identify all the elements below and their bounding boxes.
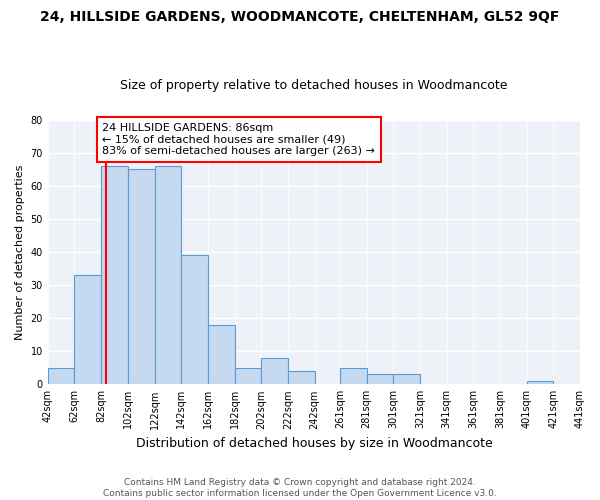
Bar xyxy=(261,358,288,384)
Bar xyxy=(48,368,74,384)
Bar xyxy=(74,275,101,384)
Bar xyxy=(340,368,367,384)
Text: 24, HILLSIDE GARDENS, WOODMANCOTE, CHELTENHAM, GL52 9QF: 24, HILLSIDE GARDENS, WOODMANCOTE, CHELT… xyxy=(40,10,560,24)
Bar xyxy=(527,381,553,384)
X-axis label: Distribution of detached houses by size in Woodmancote: Distribution of detached houses by size … xyxy=(136,437,492,450)
Bar xyxy=(128,169,155,384)
Bar xyxy=(101,166,128,384)
Bar xyxy=(155,166,181,384)
Text: 24 HILLSIDE GARDENS: 86sqm
← 15% of detached houses are smaller (49)
83% of semi: 24 HILLSIDE GARDENS: 86sqm ← 15% of deta… xyxy=(103,123,376,156)
Text: Contains HM Land Registry data © Crown copyright and database right 2024.
Contai: Contains HM Land Registry data © Crown c… xyxy=(103,478,497,498)
Bar xyxy=(393,374,420,384)
Title: Size of property relative to detached houses in Woodmancote: Size of property relative to detached ho… xyxy=(120,79,508,92)
Bar xyxy=(208,324,235,384)
Bar xyxy=(367,374,393,384)
Y-axis label: Number of detached properties: Number of detached properties xyxy=(15,164,25,340)
Bar xyxy=(235,368,261,384)
Bar xyxy=(181,255,208,384)
Bar xyxy=(288,371,314,384)
